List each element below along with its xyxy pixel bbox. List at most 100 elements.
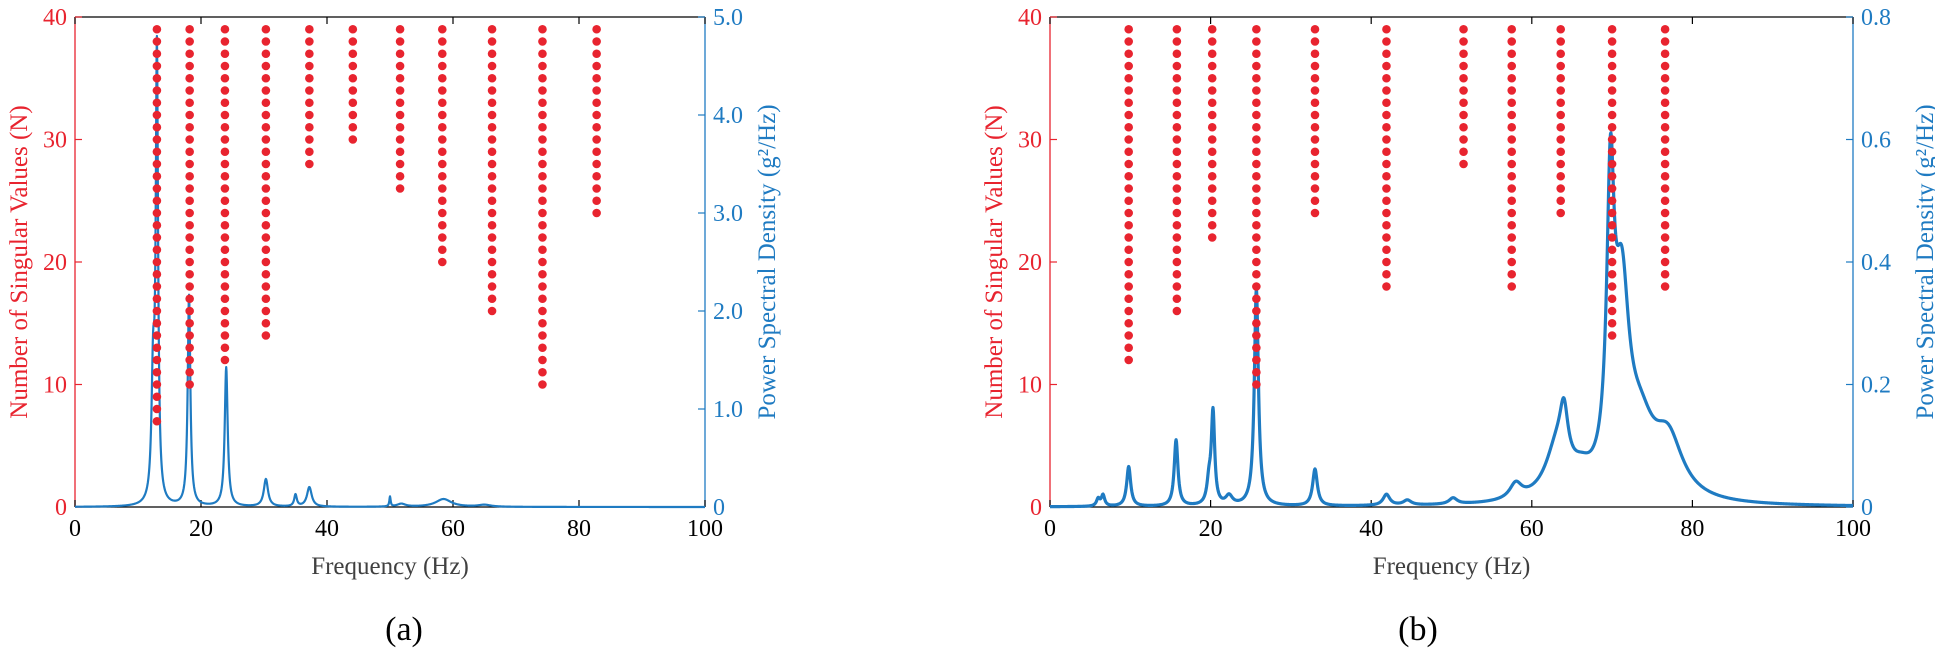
stable-pole-point	[152, 245, 162, 255]
stable-pole-point	[220, 171, 230, 181]
stable-pole-point	[220, 245, 230, 255]
stable-pole-point	[487, 37, 497, 46]
stable-pole-point	[1207, 220, 1217, 230]
stable-pole-point	[261, 233, 271, 242]
stable-pole-point	[1507, 196, 1517, 206]
stable-pole-point	[1207, 86, 1217, 95]
stable-pole-point	[220, 343, 230, 353]
stable-pole-point	[1607, 73, 1617, 83]
stable-pole-point	[1252, 196, 1261, 206]
stable-pole-point	[395, 171, 405, 181]
stable-pole-point	[1607, 306, 1617, 316]
stable-pole-point	[1207, 122, 1217, 132]
x-tick-label: 40	[315, 516, 339, 542]
stable-pole-point	[220, 331, 230, 340]
stable-pole-point	[1172, 61, 1182, 71]
stable-pole-point	[1252, 306, 1261, 316]
stable-pole-point	[538, 318, 547, 328]
stable-pole-point	[305, 86, 314, 95]
stable-pole-point	[152, 318, 162, 328]
stable-pole-point	[1507, 171, 1517, 181]
stable-pole-point	[220, 184, 230, 193]
stable-pole-point	[1172, 306, 1182, 316]
y-right-axis-label: Power Spectral Density (g²/Hz)	[1912, 104, 1935, 419]
stable-pole-point	[152, 392, 162, 402]
stable-pole-point	[185, 110, 194, 120]
stable-pole-point	[1252, 220, 1261, 230]
stable-pole-point	[1382, 257, 1391, 267]
stable-pole-point	[1459, 147, 1468, 157]
stable-pole-point	[220, 196, 230, 206]
stable-pole-point	[1660, 147, 1670, 157]
y-right-tick-label: 0	[713, 495, 725, 521]
stable-pole-point	[152, 184, 162, 193]
stable-pole-point	[1207, 184, 1217, 193]
stable-pole-point	[1252, 98, 1261, 108]
stable-pole-point	[1124, 294, 1133, 304]
x-axis-label: Frequency (Hz)	[1373, 553, 1531, 580]
stable-pole-point	[305, 159, 314, 169]
stable-pole-point	[185, 147, 194, 157]
stable-pole-point	[1310, 147, 1320, 157]
stable-pole-point	[538, 269, 547, 279]
stable-pole-point	[437, 135, 447, 144]
stable-pole-point	[1124, 73, 1133, 83]
stable-pole-point	[220, 135, 230, 144]
stable-pole-point	[1124, 24, 1133, 34]
y-right-tick-label: 0.2	[1861, 373, 1891, 399]
stable-pole-point	[538, 245, 547, 255]
stable-pole-point	[487, 184, 497, 193]
stable-pole-point	[1172, 110, 1182, 120]
stable-pole-point	[487, 196, 497, 206]
stable-pole-point	[1660, 73, 1670, 83]
stable-pole-point	[1124, 208, 1133, 218]
stable-pole-point	[1124, 257, 1133, 267]
stable-pole-point	[1607, 37, 1617, 46]
stable-pole-point	[152, 135, 162, 144]
stable-pole-point	[1172, 294, 1182, 304]
y-left-tick-label: 20	[43, 250, 67, 276]
stable-pole-point	[1172, 220, 1182, 230]
stable-pole-point	[592, 110, 601, 120]
y-left-tick-label: 10	[43, 373, 67, 399]
stable-pole-point	[538, 367, 547, 377]
stable-pole-point	[152, 86, 162, 95]
stable-pole-point	[1660, 98, 1670, 108]
stable-pole-point	[1382, 122, 1391, 132]
stable-pole-point	[152, 122, 162, 132]
stable-pole-point	[348, 37, 358, 46]
stable-pole-point	[1252, 208, 1261, 218]
stable-pole-point	[437, 61, 447, 71]
stable-pole-point	[261, 245, 271, 255]
stable-pole-point	[1207, 24, 1217, 34]
stable-pole-point	[305, 147, 314, 157]
stable-pole-point	[487, 208, 497, 218]
stable-pole-point	[1207, 98, 1217, 108]
stable-pole-point	[1310, 122, 1320, 132]
stable-pole-point	[1310, 49, 1320, 59]
stable-pole-point	[1124, 306, 1133, 316]
stable-pole-point	[261, 147, 271, 157]
stable-pole-point	[152, 343, 162, 353]
stable-pole-point	[1207, 37, 1217, 46]
stable-pole-point	[1660, 196, 1670, 206]
stable-pole-point	[261, 196, 271, 206]
stable-pole-point	[185, 282, 194, 291]
stable-pole-point	[437, 196, 447, 206]
stable-pole-point	[1556, 171, 1566, 181]
stable-pole-point	[1252, 380, 1261, 389]
stable-pole-point	[1124, 355, 1133, 365]
stable-pole-point	[1607, 208, 1617, 218]
stable-pole-point	[437, 147, 447, 157]
stable-pole-point	[437, 110, 447, 120]
stable-pole-point	[220, 269, 230, 279]
stable-pole-point	[185, 135, 194, 144]
stable-pole-point	[1252, 122, 1261, 132]
stable-pole-point	[538, 135, 547, 144]
stable-pole-point	[152, 257, 162, 267]
y-right-tick-label: 3.0	[713, 201, 743, 227]
stable-pole-point	[1660, 245, 1670, 255]
stable-pole-point	[220, 306, 230, 316]
stable-pole-point	[261, 98, 271, 108]
